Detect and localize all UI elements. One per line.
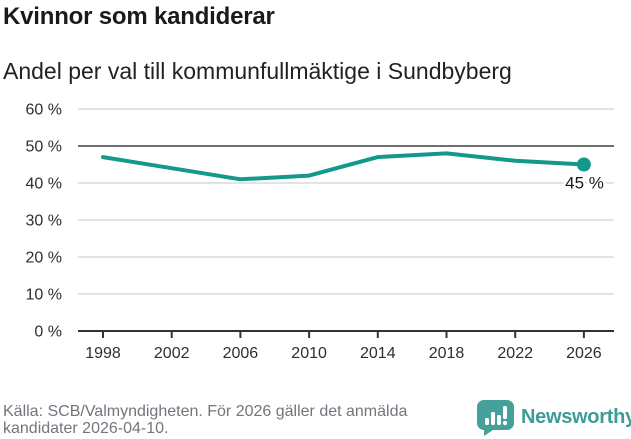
x-tick-label: 2018 <box>429 345 465 362</box>
x-tick-label: 2014 <box>360 345 396 362</box>
y-tick-label: 50 % <box>26 139 62 156</box>
y-tick-label: 20 % <box>26 250 62 267</box>
y-tick-label: 0 % <box>34 324 62 341</box>
chart-subtitle: Andel per val till kommunfullmäktige i S… <box>3 58 512 84</box>
x-tick-label: 2022 <box>497 345 533 362</box>
x-tick-label: 2006 <box>223 345 259 362</box>
line-chart: 0 % 10 % 20 % 30 % 40 % 50 % 60 % 1998 2002 2006 2… <box>26 102 614 362</box>
newsworthy-bar-chart-speech-bubble-icon <box>477 400 514 436</box>
newsworthy-logo[interactable]: Newsworthy <box>477 398 631 436</box>
newsworthy-logo-text: Newsworthy <box>521 405 631 428</box>
source-note: Källa: SCB/Valmyndigheten. För 2026 gäll… <box>3 403 408 437</box>
page-title: Kvinnor som kandiderar <box>3 3 275 30</box>
end-point-value-label: 45 % <box>565 174 604 193</box>
y-tick-label: 40 % <box>26 176 62 193</box>
x-tick-label: 2002 <box>154 345 190 362</box>
x-tick-label: 1998 <box>85 345 121 362</box>
end-point-marker <box>576 157 591 172</box>
y-tick-label: 10 % <box>26 287 62 304</box>
x-tick-label: 2026 <box>566 345 602 362</box>
x-tick-label: 2010 <box>291 345 327 362</box>
data-line <box>101 151 586 182</box>
y-tick-label: 30 % <box>26 213 62 230</box>
y-tick-label: 60 % <box>26 102 62 119</box>
